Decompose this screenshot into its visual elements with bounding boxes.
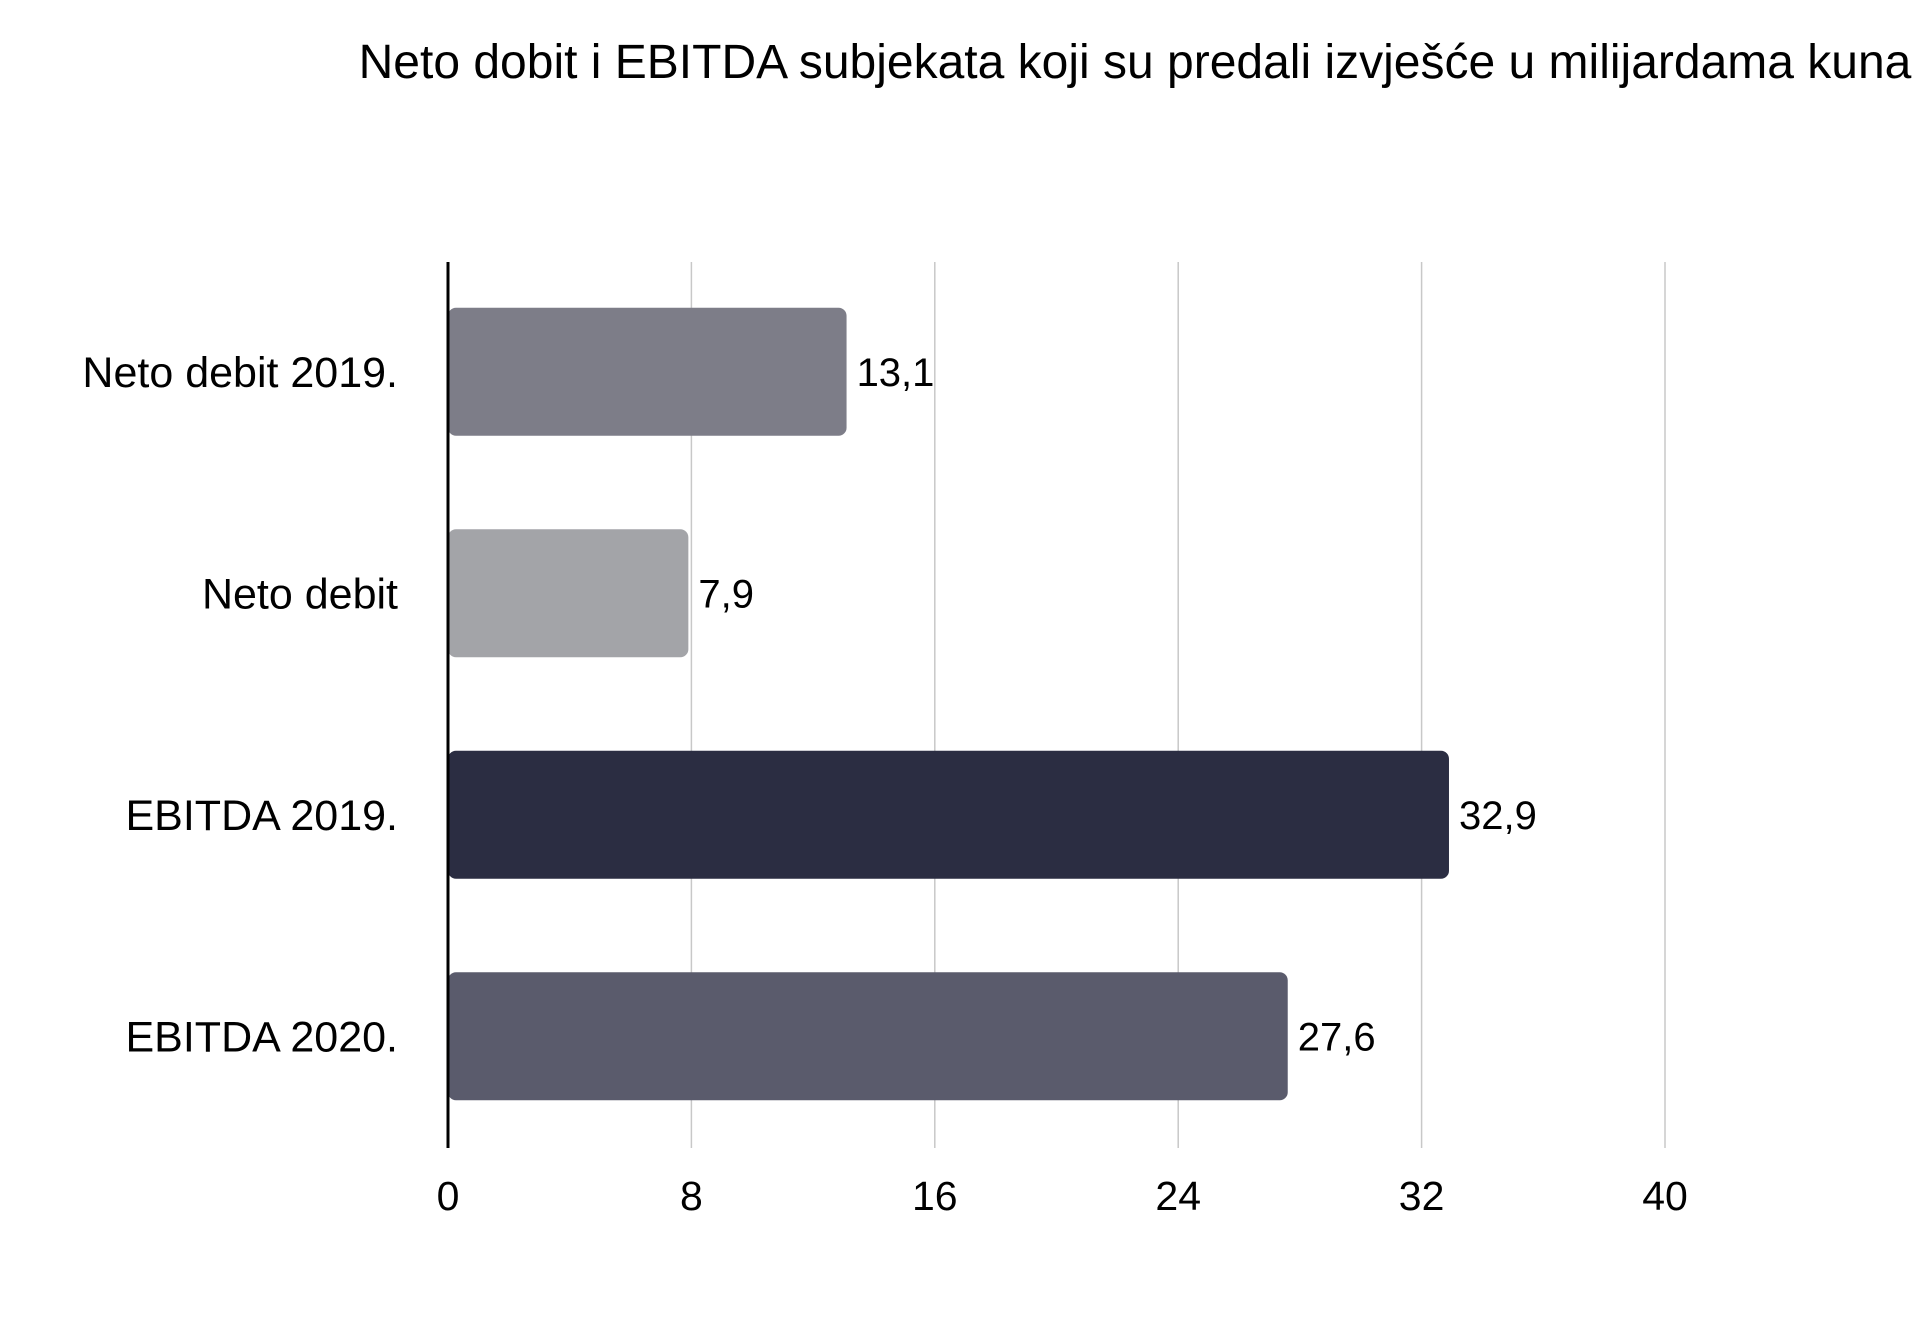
chart-title: Neto dobit i EBITDA subjekata koji su pr… bbox=[359, 36, 1912, 89]
labels: 0 8 16 24 32 40 Neto debit 2019. 13,1 Neto debit… bbox=[82, 349, 1687, 1219]
value-label: 27,6 bbox=[1298, 1015, 1376, 1059]
x-tick-label: 8 bbox=[680, 1173, 703, 1219]
category-label: EBITDA 2020. bbox=[126, 1013, 399, 1061]
x-tick-label: 0 bbox=[437, 1173, 460, 1219]
value-label: 13,1 bbox=[857, 351, 935, 395]
bar-2 bbox=[448, 529, 689, 658]
bar-4 bbox=[448, 972, 1288, 1101]
x-tick-label: 16 bbox=[912, 1173, 958, 1219]
category-label: EBITDA 2019. bbox=[126, 792, 399, 840]
category-label: Neto debit 2019. bbox=[82, 349, 398, 397]
category-label: Neto debit bbox=[202, 570, 398, 618]
x-tick-label: 24 bbox=[1155, 1173, 1201, 1219]
bars bbox=[448, 307, 1449, 1101]
bar-3 bbox=[448, 750, 1449, 879]
value-label: 32,9 bbox=[1459, 794, 1537, 838]
value-label: 7,9 bbox=[698, 572, 754, 616]
x-tick-label: 40 bbox=[1642, 1173, 1688, 1219]
x-tick-label: 32 bbox=[1399, 1173, 1445, 1219]
bar-1 bbox=[448, 307, 847, 436]
